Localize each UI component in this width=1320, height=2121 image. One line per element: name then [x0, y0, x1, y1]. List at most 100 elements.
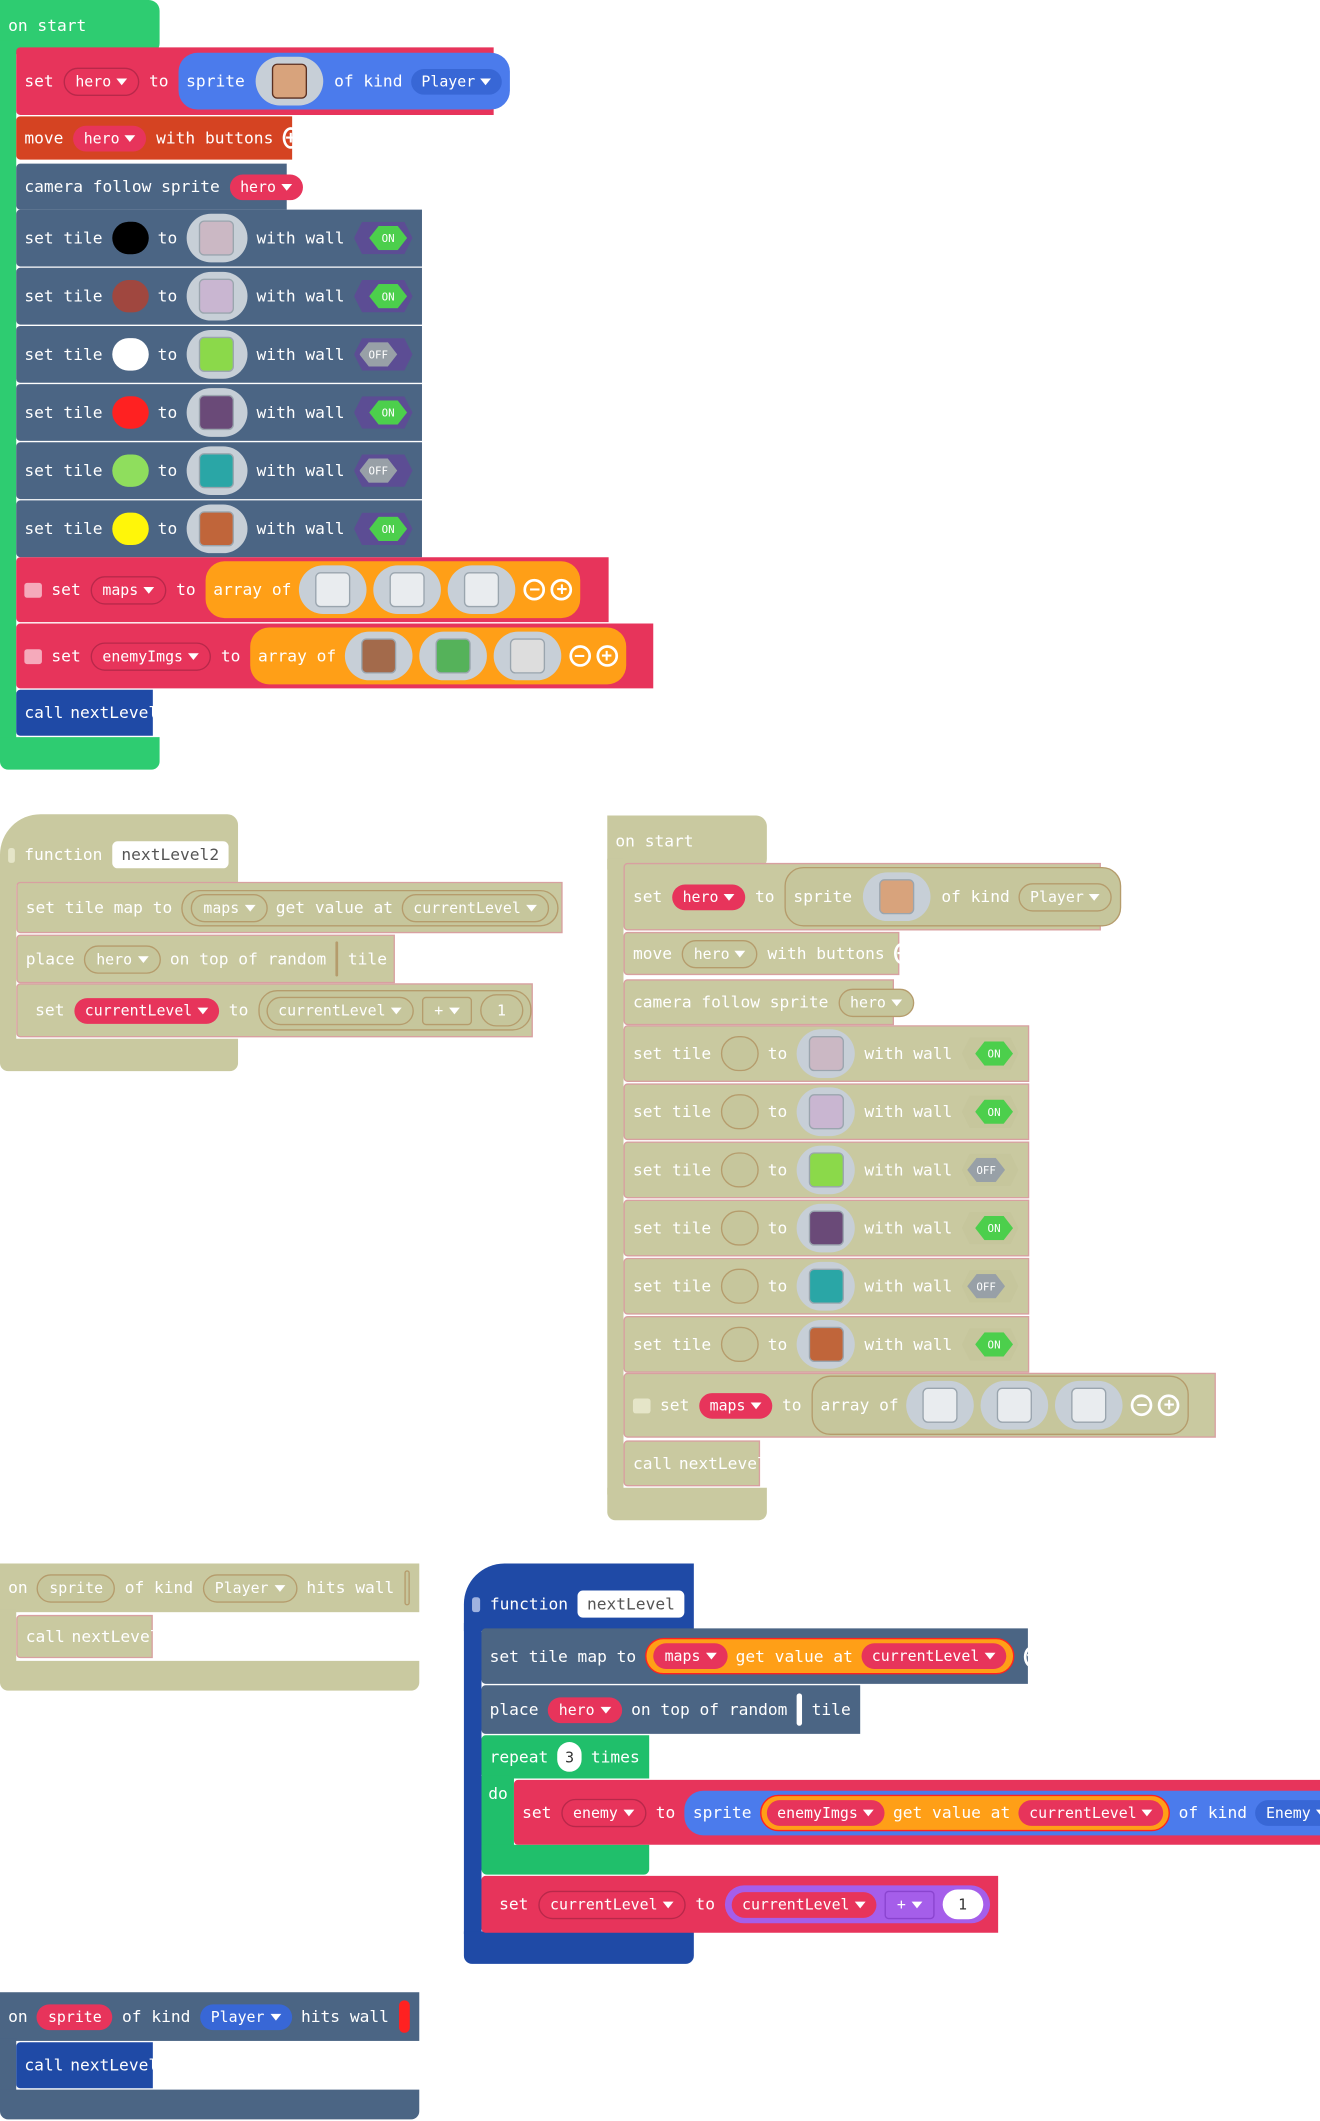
enemy-image-1[interactable]	[344, 631, 412, 681]
set-maps-array-block[interactable]: set maps to array of − +	[16, 557, 609, 623]
map-image-3[interactable]	[448, 565, 516, 615]
hero-dropdown-disabled[interactable]: hero	[84, 944, 161, 974]
set-enemy-sprite-block[interactable]: set enemy to sprite enemyImgs get value …	[513, 1779, 1320, 1845]
change-currentlevel-block-disabled[interactable]: set currentLevel to currentLevel + 1	[16, 983, 533, 1038]
wall-toggle-2[interactable]: ON	[353, 279, 413, 313]
repeat-count-input[interactable]: 3	[557, 1742, 582, 1772]
hero-image-slot[interactable]	[255, 56, 324, 106]
set-tile-block-4[interactable]: set tile to with wall ON	[16, 384, 422, 441]
add-item-plus-icon[interactable]: +	[595, 645, 618, 667]
tile-color-swatch[interactable]	[796, 1693, 803, 1726]
currentlevel-dropdown-disabled[interactable]: currentLevel	[401, 893, 550, 922]
remove-item-minus-icon[interactable]: −	[524, 578, 546, 601]
maps-variable-dropdown[interactable]: maps	[698, 1392, 773, 1419]
tile-color-swatch-5[interactable]	[111, 454, 149, 487]
operator-dropdown[interactable]: +	[884, 1890, 935, 1919]
tile-color-swatch-2[interactable]	[111, 279, 149, 313]
tile-color-swatch-disabled[interactable]	[335, 941, 339, 977]
comment-icon[interactable]	[8, 847, 15, 863]
hero-image-slot[interactable]	[862, 872, 931, 922]
set-tile-map-block-disabled[interactable]: set tile map to maps get value at curren…	[16, 881, 585, 934]
wall-toggle-1[interactable]: ON	[353, 221, 413, 255]
place-on-random-block[interactable]: place hero on top of random tile	[481, 1685, 861, 1734]
move-with-buttons-block-disabled[interactable]: move hero with buttons +	[623, 931, 911, 976]
on-hits-wall-hat-disabled[interactable]: on sprite of kind Player hits wall	[0, 1563, 420, 1613]
tile-image-slot-2[interactable]	[186, 271, 248, 321]
map-image-1[interactable]	[299, 565, 368, 615]
enemy-variable-dropdown[interactable]: enemy	[560, 1798, 647, 1827]
remove-item-minus-icon[interactable]: −	[1131, 1394, 1153, 1417]
tile-image-slot-4[interactable]	[186, 388, 248, 437]
number-input-disabled[interactable]: 1	[479, 994, 524, 1027]
set-tile-map-block[interactable]: set tile map to maps get value at curren…	[481, 1628, 1040, 1684]
function-nextlevel-header[interactable]: function nextLevel	[464, 1580, 694, 1629]
tile-image-slot-5[interactable]	[186, 446, 248, 496]
tile-image-slot-3[interactable]	[186, 330, 248, 379]
wall-toggle-4[interactable]: ON	[353, 396, 413, 429]
hero-dropdown[interactable]: hero	[547, 1696, 622, 1723]
call-nextlevel-block-2[interactable]: call nextLevel	[16, 2042, 158, 2089]
tile-color-swatch-6[interactable]	[111, 512, 149, 546]
comment-icon[interactable]	[24, 582, 42, 598]
set-tile-block-disabled-1[interactable]: set tile to with wall ON	[623, 1025, 1030, 1082]
comment-icon[interactable]	[24, 648, 42, 664]
currentlevel-dropdown[interactable]: currentLevel	[1018, 1799, 1164, 1826]
player-kind-dropdown[interactable]: Player	[199, 2003, 292, 2030]
set-tile-block-2[interactable]: set tile to with wall ON	[16, 267, 422, 325]
sprite-variable-dropdown[interactable]: sprite	[37, 2003, 113, 2030]
maps-dropdown-disabled[interactable]: maps	[191, 893, 268, 922]
set-tile-block-disabled-3[interactable]: set tile to with wall OFF	[623, 1141, 1030, 1199]
add-item-plus-icon[interactable]: +	[1158, 1394, 1180, 1417]
maps-get-value-reporter[interactable]: maps get value at currentLevel	[645, 1637, 1015, 1675]
currentlevel-variable-dropdown[interactable]: currentLevel	[537, 1890, 686, 1919]
math-add-reporter[interactable]: currentLevel + 1	[724, 1885, 990, 1924]
player-kind-dropdown-disabled[interactable]: Player	[1017, 882, 1113, 911]
enemyimgs-dropdown[interactable]: enemyImgs	[766, 1799, 885, 1826]
maps-array-of-reporter[interactable]: array of − +	[205, 561, 581, 619]
set-tile-block-disabled-6[interactable]: set tile to with wall ON	[623, 1315, 1030, 1373]
on-start-hat[interactable]	[0, 0, 160, 55]
function-name-input[interactable]: nextLevel	[577, 1590, 685, 1618]
number-input[interactable]: 1	[942, 1889, 983, 1920]
set-maps-array-block-disabled[interactable]: set maps to array of − +	[623, 1372, 1216, 1438]
expand-plus-icon[interactable]: +	[568, 896, 585, 919]
maps-dropdown[interactable]: maps	[653, 1643, 728, 1669]
tile-color-swatch-1[interactable]	[111, 221, 149, 255]
call-nextlevel-block[interactable]: call nextLevel	[16, 689, 158, 736]
currentlevel-dropdown[interactable]: currentLevel	[731, 1891, 877, 1918]
sprite-of-kind-reporter[interactable]: sprite of kind Player	[178, 52, 511, 110]
on-hits-wall-hat[interactable]: on sprite of kind Player hits wall	[0, 1992, 420, 2041]
wall-toggle-3[interactable]: OFF	[353, 338, 413, 371]
function-nextlevel2-header[interactable]: function nextLevel2	[0, 830, 238, 879]
expand-plus-icon[interactable]: +	[1023, 1645, 1040, 1667]
enemyimgs-variable-dropdown[interactable]: enemyImgs	[90, 641, 212, 671]
map-image-2[interactable]	[373, 565, 442, 615]
set-tile-block-5[interactable]: set tile to with wall OFF	[16, 442, 422, 500]
operator-dropdown-disabled[interactable]: +	[422, 996, 472, 1025]
enemyimgs-array-of-reporter[interactable]: array of − +	[249, 627, 626, 685]
camera-hero-dropdown[interactable]: hero	[229, 173, 303, 200]
repeat-block[interactable]: repeat 3 times	[481, 1735, 650, 1779]
place-on-random-block-disabled[interactable]: place hero on top of random tile	[16, 934, 395, 984]
set-tile-block-1[interactable]: set tile to with wall ON	[16, 209, 422, 267]
on-start-disabled-hat[interactable]	[607, 815, 767, 870]
move-hero-dropdown[interactable]: hero	[72, 125, 147, 151]
set-tile-block-disabled-5[interactable]: set tile to with wall OFF	[623, 1257, 1030, 1315]
set-tile-block-3[interactable]: set tile to with wall OFF	[16, 325, 422, 383]
call-nextlevel-block-disabled[interactable]: call nextLevel	[623, 1440, 767, 1487]
set-tile-block-6[interactable]: set tile to with wall ON	[16, 500, 422, 558]
move-with-buttons-block[interactable]: move hero with buttons +	[16, 116, 299, 160]
hero-variable-dropdown[interactable]: hero	[671, 883, 746, 910]
set-enemyimgs-array-block[interactable]: set enemyImgs to array of − +	[16, 623, 654, 689]
enemyimgs-get-value-reporter[interactable]: enemyImgs get value at currentLevel	[759, 1794, 1171, 1831]
set-tile-block-disabled-2[interactable]: set tile to with wall ON	[623, 1083, 1030, 1141]
call-nextlevel-block-disabled-2[interactable]: call nextLevel	[16, 1614, 160, 1659]
enemy-image-3[interactable]	[493, 631, 561, 681]
enemy-kind-dropdown[interactable]: Enemy	[1255, 1799, 1320, 1826]
function-name-input[interactable]: nextLevel2	[111, 841, 229, 869]
enemy-image-2[interactable]	[418, 631, 487, 681]
player-kind-dropdown[interactable]: Player	[410, 68, 503, 94]
set-hero-sprite-block[interactable]: set hero to sprite of kind Player	[16, 47, 511, 115]
currentlevel-variable-dropdown[interactable]: currentLevel	[73, 997, 220, 1024]
